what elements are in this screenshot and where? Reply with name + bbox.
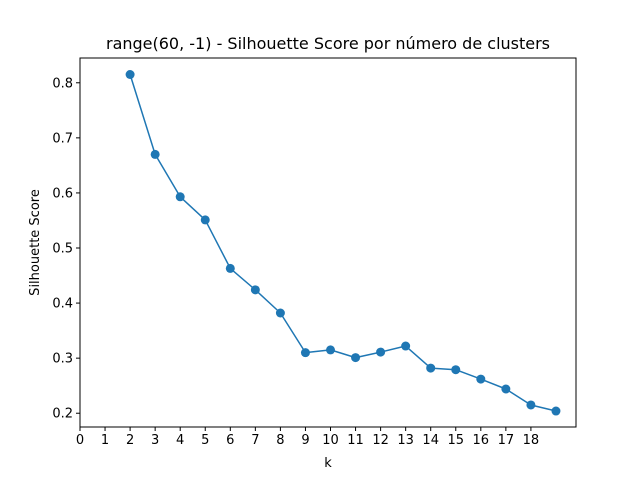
data-point — [376, 347, 386, 357]
x-tick-label: 11 — [347, 433, 364, 448]
data-point — [476, 374, 486, 384]
x-tick-label: 17 — [498, 433, 515, 448]
data-point — [401, 341, 411, 351]
data-point — [175, 192, 185, 202]
data-point — [200, 215, 210, 225]
y-axis: 0.2 0.3 0.4 0.5 0.6 0.7 0.8 — [52, 76, 80, 422]
x-tick-label: 15 — [447, 433, 464, 448]
x-tick-label: 1 — [101, 433, 109, 448]
data-point — [150, 149, 160, 159]
data-point — [300, 348, 310, 358]
x-tick-label: 2 — [126, 433, 134, 448]
x-tick-label: 13 — [397, 433, 414, 448]
data-point — [551, 406, 561, 416]
data-point — [526, 400, 536, 410]
y-axis-label: Silhouette Score — [28, 189, 43, 296]
data-point — [351, 353, 361, 363]
x-tick-label: 7 — [251, 433, 259, 448]
x-tick-label: 8 — [276, 433, 284, 448]
y-tick-label: 0.3 — [52, 352, 73, 367]
y-tick-label: 0.5 — [52, 242, 73, 257]
x-tick-label: 5 — [201, 433, 209, 448]
x-tick-label: 6 — [226, 433, 234, 448]
chart-title: range(60, -1) - Silhouette Score por núm… — [106, 34, 550, 53]
x-tick-label: 0 — [76, 433, 84, 448]
x-tick-label: 3 — [151, 433, 159, 448]
y-tick-label: 0.7 — [52, 131, 73, 146]
data-point — [426, 363, 436, 373]
data-point — [225, 263, 235, 273]
data-point — [326, 345, 336, 355]
data-point — [451, 365, 461, 375]
y-tick-label: 0.6 — [52, 186, 73, 201]
x-tick-label: 10 — [322, 433, 339, 448]
y-tick-label: 0.4 — [52, 297, 73, 312]
plot-area — [125, 70, 561, 416]
x-tick-label: 14 — [422, 433, 439, 448]
x-tick-label: 12 — [372, 433, 389, 448]
y-tick-label: 0.8 — [52, 76, 73, 91]
data-point — [125, 70, 135, 80]
x-axis-label: k — [324, 456, 332, 471]
data-point — [250, 285, 260, 295]
x-axis: 0 1 2 3 4 5 6 7 8 9 10 11 12 13 14 15 16 17 18 — [76, 427, 539, 448]
axes-frame — [79, 57, 577, 428]
x-tick-label: 16 — [473, 433, 490, 448]
x-tick-label: 4 — [176, 433, 184, 448]
x-tick-label: 9 — [301, 433, 309, 448]
y-tick-label: 0.2 — [52, 407, 73, 422]
data-point — [501, 384, 511, 394]
data-point — [275, 308, 285, 318]
x-tick-label: 18 — [523, 433, 540, 448]
